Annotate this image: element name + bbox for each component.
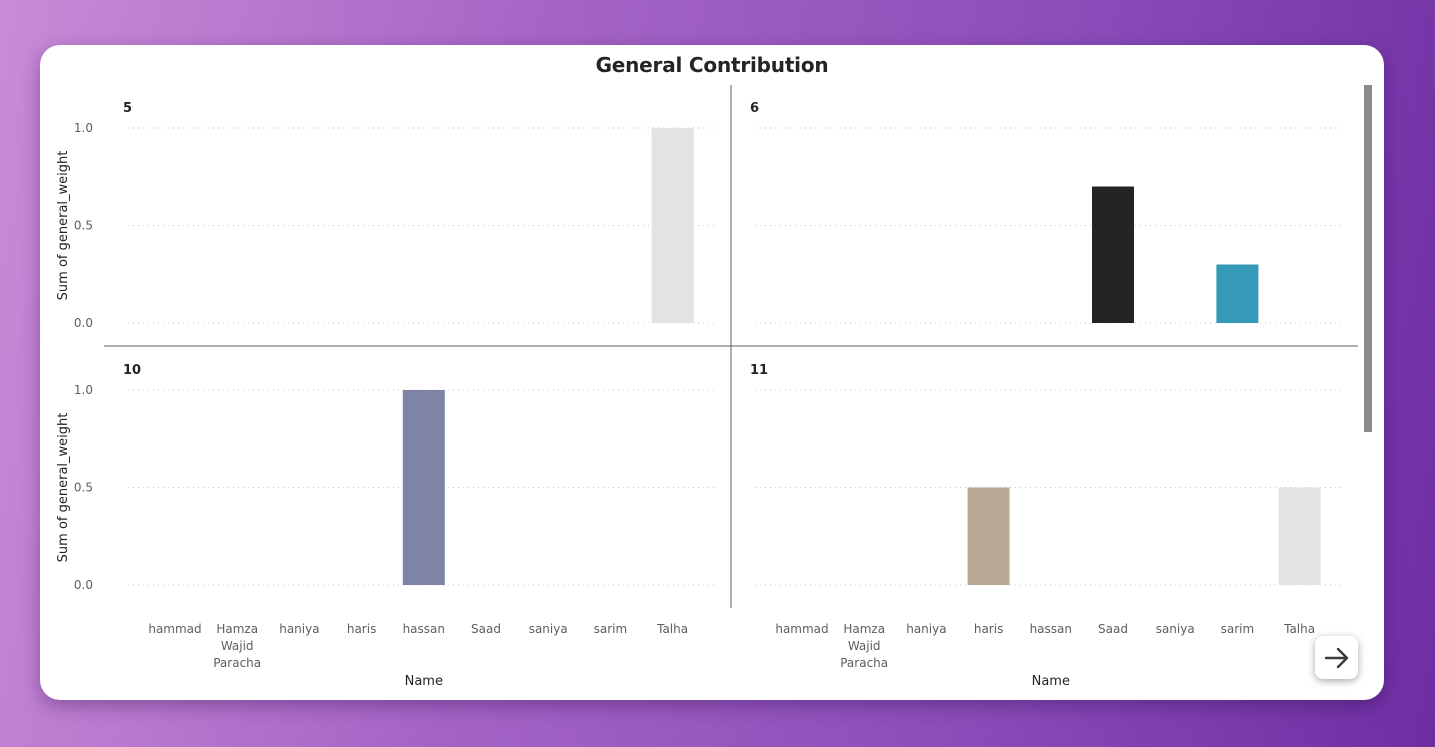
y-axis-title: Sum of general_weight (56, 151, 71, 301)
x-tick-label: hammad (148, 622, 201, 636)
x-tick-label: Saad (471, 622, 501, 636)
bar-11-haris (967, 487, 1010, 585)
next-page-button[interactable] (1315, 636, 1358, 679)
x-tick-label: Hamza Wajid Paracha (213, 622, 261, 670)
x-tick-label: Talha (656, 622, 688, 636)
bar-6-saad (1092, 186, 1134, 323)
x-tick-label: haniya (906, 622, 946, 636)
x-tick-label: saniya (529, 622, 568, 636)
x-tick-label: Hamza Wajid Paracha (840, 622, 888, 670)
y-tick-label: 1.0 (74, 121, 93, 135)
bar-6-sarim (1216, 264, 1259, 323)
y-tick-label: 1.0 (74, 383, 93, 397)
x-axis-title: Name (1032, 674, 1070, 689)
y-tick-label: 0.5 (74, 219, 93, 233)
y-axis-title: Sum of general_weight (56, 413, 71, 563)
facet-label-11: 11 (750, 363, 768, 378)
facet-label-10: 10 (123, 363, 141, 378)
x-tick-label: haris (347, 622, 376, 636)
x-tick-label: Saad (1098, 622, 1128, 636)
chart-title: General Contribution (595, 53, 829, 77)
x-tick-label: haris (974, 622, 1003, 636)
x-tick-label: sarim (1221, 622, 1255, 636)
x-tick-label: hammad (775, 622, 828, 636)
x-tick-label: hassan (403, 622, 445, 636)
x-tick-label: saniya (1156, 622, 1195, 636)
bar-11-talha (1278, 487, 1321, 585)
y-tick-label: 0.0 (74, 316, 93, 330)
x-tick-label: hassan (1030, 622, 1072, 636)
bar-10-hassan (402, 390, 445, 585)
small-multiples-bar-chart: 5 1.0 0.5 0.0 Sum of general_weight 6 10 1.0 0.5… (56, 85, 1358, 689)
x-tick-label: haniya (279, 622, 319, 636)
vertical-scrollbar[interactable] (1364, 85, 1372, 432)
y-tick-label: 0.5 (74, 481, 93, 495)
bar-5-talha (651, 128, 694, 323)
x-axis-title: Name (405, 674, 443, 689)
x-tick-label: Talha (1283, 622, 1315, 636)
facet-label-5: 5 (123, 101, 132, 116)
x-tick-label: sarim (594, 622, 628, 636)
visual-card: General Contribution 5 1.0 0.5 0.0 Sum of ge… (40, 45, 1384, 700)
y-tick-label: 0.0 (74, 578, 93, 592)
arrow-right-icon (1324, 647, 1348, 668)
facet-label-6: 6 (750, 101, 759, 116)
